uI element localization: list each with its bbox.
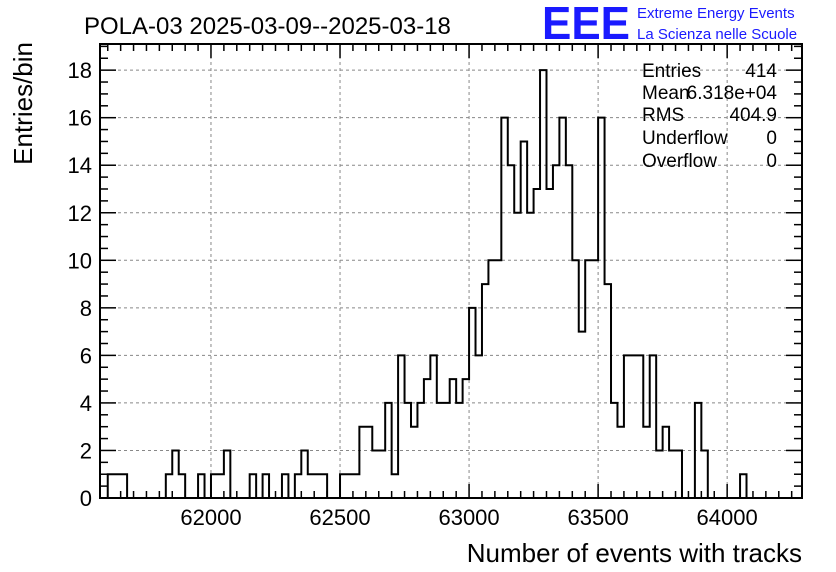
y-tick-label-4: 8 xyxy=(80,296,92,321)
axis-ticks xyxy=(100,44,802,499)
y-tick-label-2: 4 xyxy=(80,391,92,416)
stats-overflow-value: 0 xyxy=(766,151,777,172)
stats-underflow-label: Underflow xyxy=(642,128,728,149)
stats-underflow-value: 0 xyxy=(766,128,777,149)
y-tick-label-1: 2 xyxy=(80,438,92,463)
x-tick-label-4: 64000 xyxy=(697,505,758,530)
stats-mean-label: Mean xyxy=(642,83,690,104)
stats-rms-value: 404.9 xyxy=(729,105,777,126)
x-axis-label: Number of events with tracks xyxy=(467,538,802,568)
eee-logo: EEE Extreme Energy Events La Scienza nel… xyxy=(542,0,797,49)
y-tick-label-3: 6 xyxy=(80,343,92,368)
stats-entries-label: Entries xyxy=(642,61,701,82)
y-tick-label-0: 0 xyxy=(80,486,92,511)
y-tick-label-5: 10 xyxy=(68,248,92,273)
stats-box: Entries 414 Mean 6.318e+04 RMS 404.9 Und… xyxy=(642,61,777,172)
x-tick-label-3: 63500 xyxy=(568,505,629,530)
plot-frame xyxy=(99,43,803,499)
eee-logo-line2: La Scienza nelle Scuole xyxy=(637,26,797,43)
y-tick-label-8: 16 xyxy=(68,106,92,131)
y-tick-label-6: 12 xyxy=(68,201,92,226)
stats-rms-label: RMS xyxy=(642,105,684,126)
chart-title: POLA-03 2025-03-09--2025-03-18 xyxy=(84,13,451,40)
x-tick-label-0: 62000 xyxy=(180,505,241,530)
stats-overflow-label: Overflow xyxy=(642,151,717,172)
y-tick-label-9: 18 xyxy=(68,58,92,83)
histogram-line xyxy=(106,69,748,499)
y-axis-label: Entries/bin xyxy=(8,42,38,165)
eee-logo-line1: Extreme Energy Events xyxy=(637,5,795,22)
x-tick-label-2: 63000 xyxy=(438,505,499,530)
stats-entries-value: 414 xyxy=(745,61,777,82)
eee-logo-text: EEE xyxy=(542,0,630,49)
stats-mean-value: 6.318e+04 xyxy=(687,83,778,104)
grid-lines xyxy=(100,44,802,498)
y-tick-label-7: 14 xyxy=(68,153,92,178)
x-tick-label-1: 62500 xyxy=(309,505,370,530)
